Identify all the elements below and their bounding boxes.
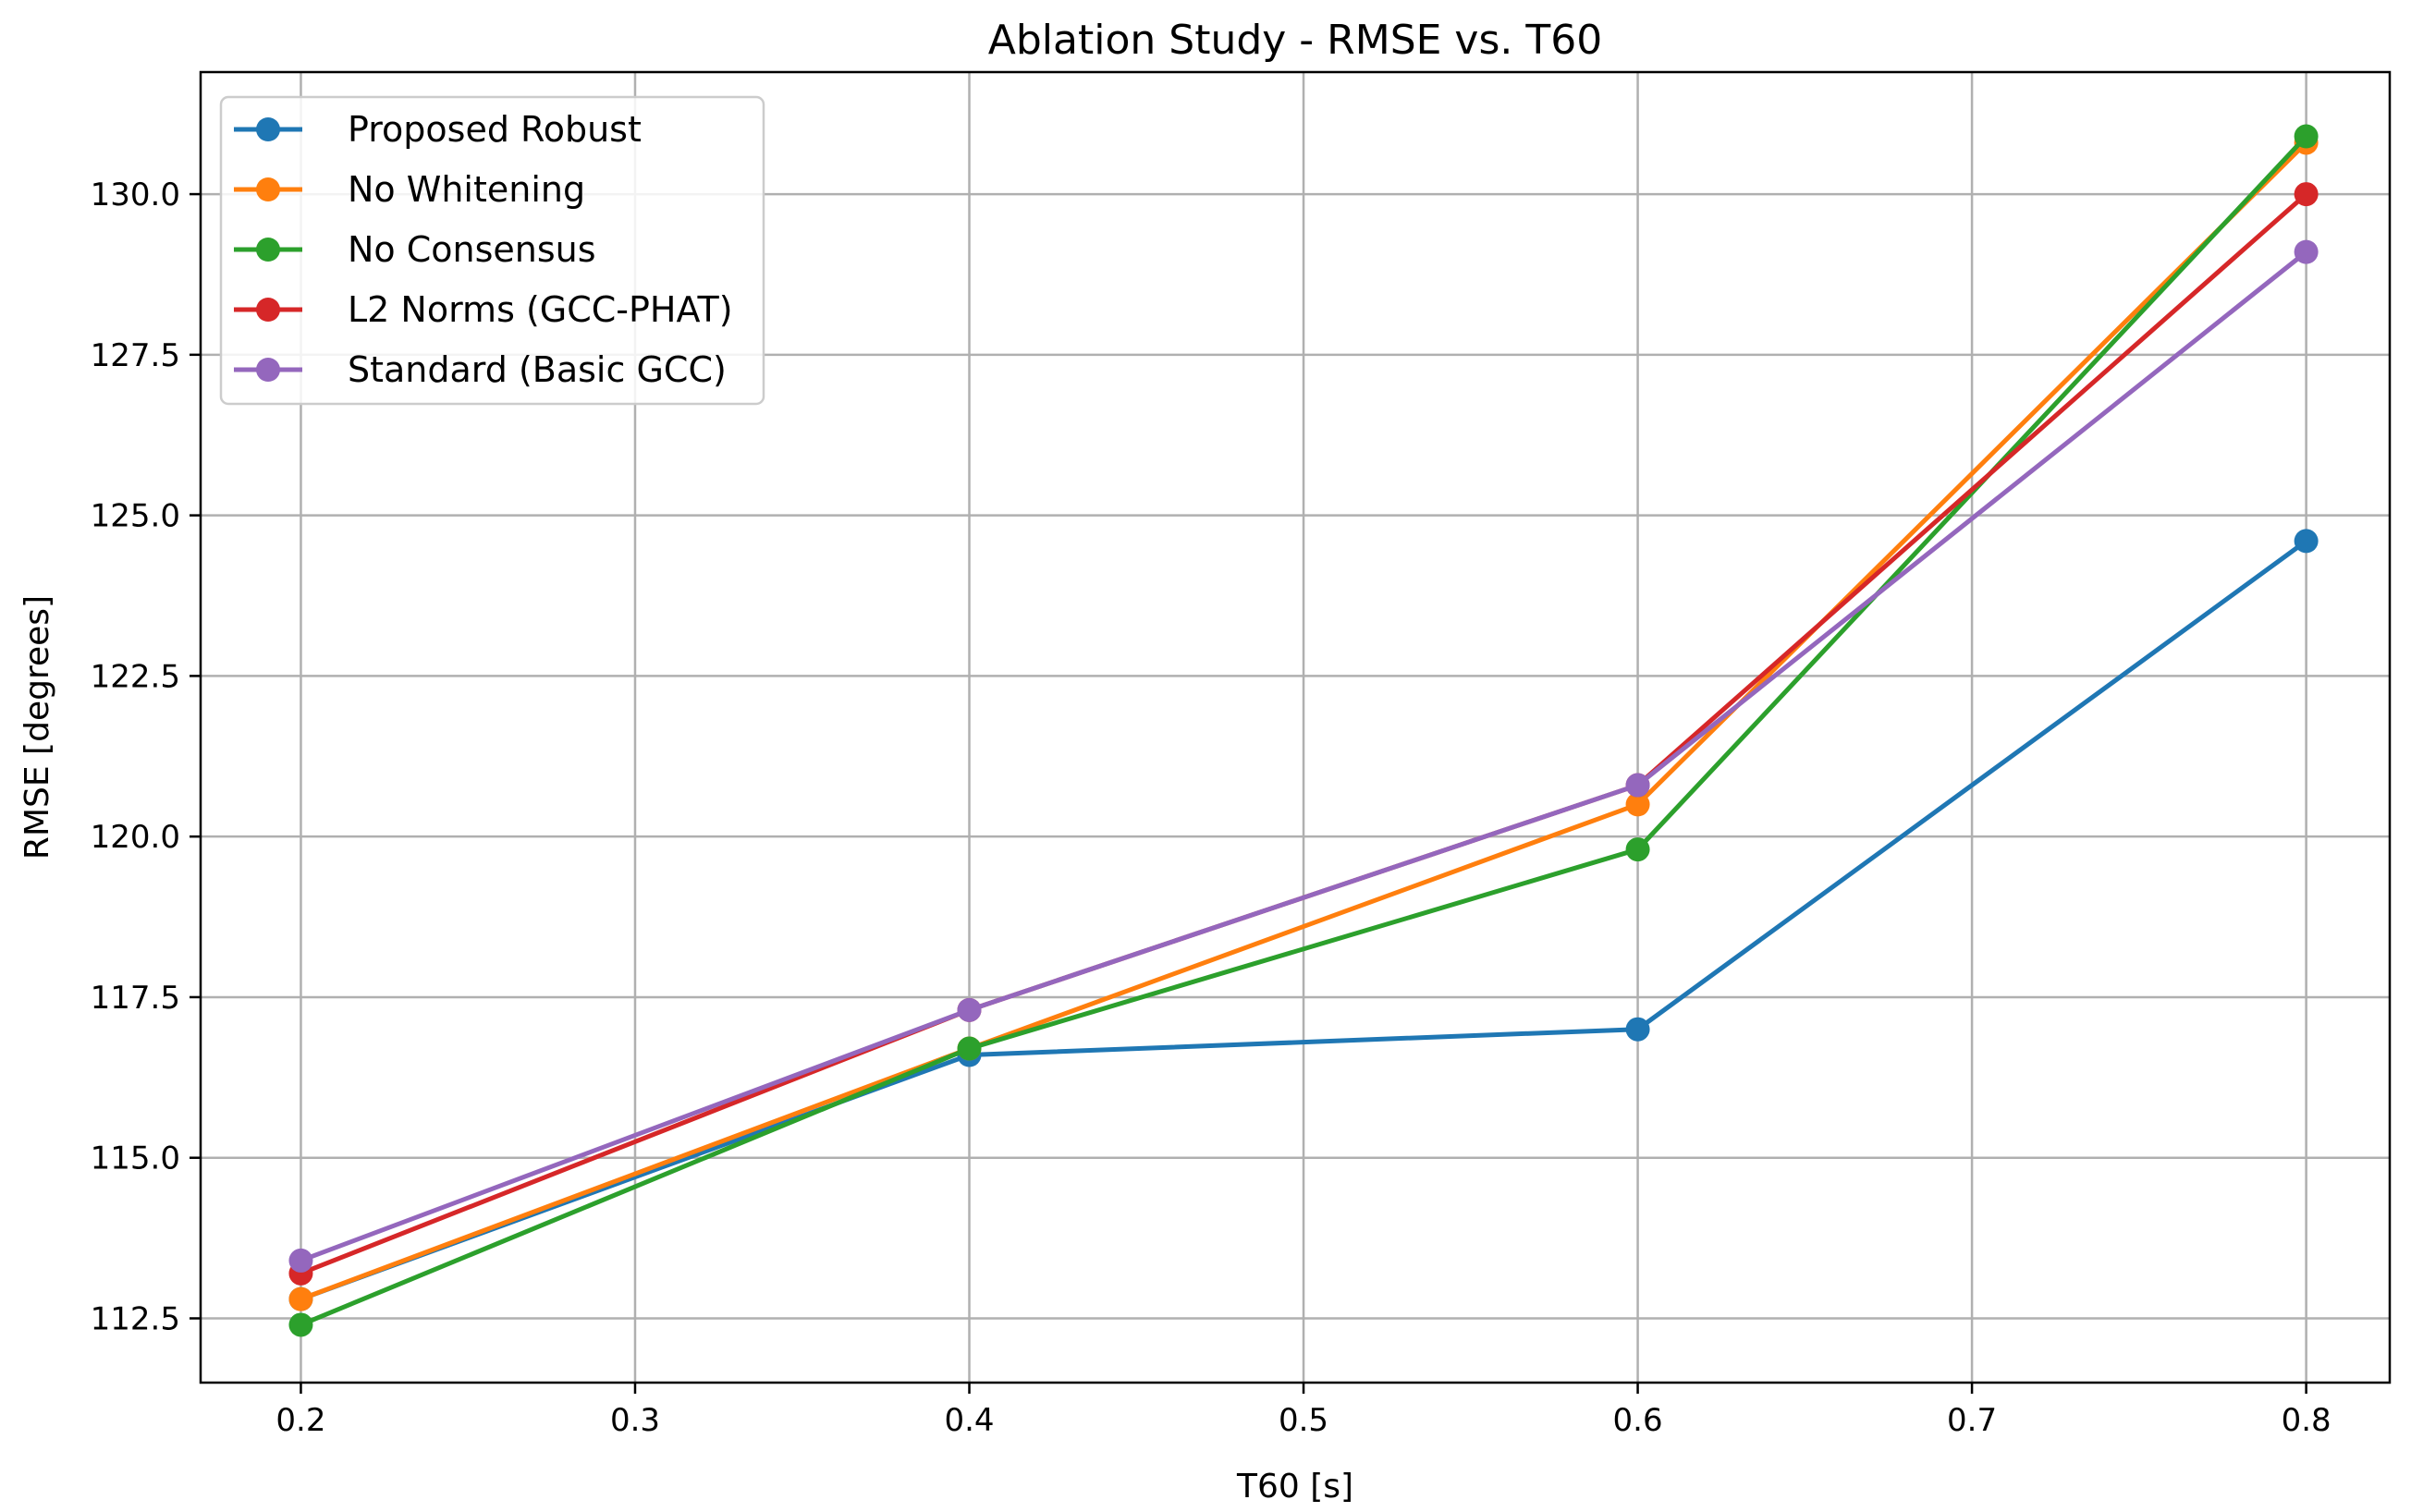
x-tick-label: 0.6: [1613, 1402, 1663, 1439]
data-point: [957, 1036, 982, 1061]
legend-label: No Whitening: [348, 169, 585, 210]
x-tick-label: 0.8: [2282, 1402, 2331, 1439]
x-axis-label: T60 [s]: [1236, 1468, 1353, 1506]
series-line: [300, 134, 2308, 1327]
legend-item: No Consensus: [234, 229, 596, 270]
legend: Proposed Robust No Whitening No Consensus L…: [219, 95, 765, 406]
data-point: [2294, 529, 2319, 554]
legend-label: L2 Norms (GCC-PHAT): [348, 289, 733, 330]
data-point: [1625, 1017, 1650, 1042]
legend-label: No Consensus: [348, 229, 596, 270]
y-tick-label: 120.0: [91, 819, 180, 856]
legend-label: Proposed Robust: [348, 109, 642, 150]
legend-marker: [256, 238, 280, 262]
data-point: [1625, 792, 1650, 817]
legend-item: L2 Norms (GCC-PHAT): [234, 289, 733, 330]
y-tick-label: 127.5: [91, 337, 180, 374]
data-point: [1625, 773, 1650, 798]
x-tick-label: 0.7: [1947, 1402, 1997, 1439]
series-3: [288, 124, 2319, 1337]
x-tick-label: 0.2: [275, 1402, 325, 1439]
legend-marker: [256, 358, 280, 382]
data-point: [2294, 239, 2319, 264]
data-point: [288, 1286, 313, 1311]
plot-frame: [199, 70, 2392, 1384]
series-line: [300, 250, 2308, 1263]
legend-marker: [256, 177, 280, 201]
legend-item: Standard (Basic GCC): [234, 349, 727, 390]
legend-marker: [256, 117, 280, 141]
x-tick-label: 0.3: [610, 1402, 660, 1439]
data-point: [2294, 124, 2319, 149]
chart-title: Ablation Study - RMSE vs. T60: [988, 17, 1602, 64]
x-tick-label: 0.4: [944, 1402, 994, 1439]
data-point: [288, 1248, 313, 1273]
grid: [201, 72, 2390, 1383]
legend-box: [219, 95, 765, 406]
y-tick-label: 117.5: [91, 980, 180, 1017]
x-tick-label: 0.5: [1279, 1402, 1328, 1439]
series-5: [288, 239, 2319, 1273]
legend-marker: [256, 298, 280, 322]
series-line: [300, 140, 2308, 1301]
series-line: [300, 539, 2308, 1301]
legend-item: Proposed Robust: [234, 109, 642, 150]
y-tick-label: 115.0: [91, 1140, 180, 1177]
axis-ticks: 0.2 0.3 0.4 0.5 0.6 0.7 0.8 112.5 115.0 117.5 120.…: [91, 177, 2331, 1439]
data-point: [2294, 182, 2319, 207]
legend-label: Standard (Basic GCC): [348, 349, 727, 390]
data-point: [1625, 837, 1650, 862]
data-point: [288, 1312, 313, 1337]
series-layer: [288, 124, 2319, 1337]
y-tick-label: 122.5: [91, 658, 180, 695]
data-point: [957, 997, 982, 1022]
y-tick-label: 125.0: [91, 498, 180, 535]
y-axis-label: RMSE [degrees]: [18, 595, 56, 860]
y-tick-label: 130.0: [91, 177, 180, 213]
legend-item: No Whitening: [234, 169, 585, 210]
y-tick-label: 112.5: [91, 1300, 180, 1337]
